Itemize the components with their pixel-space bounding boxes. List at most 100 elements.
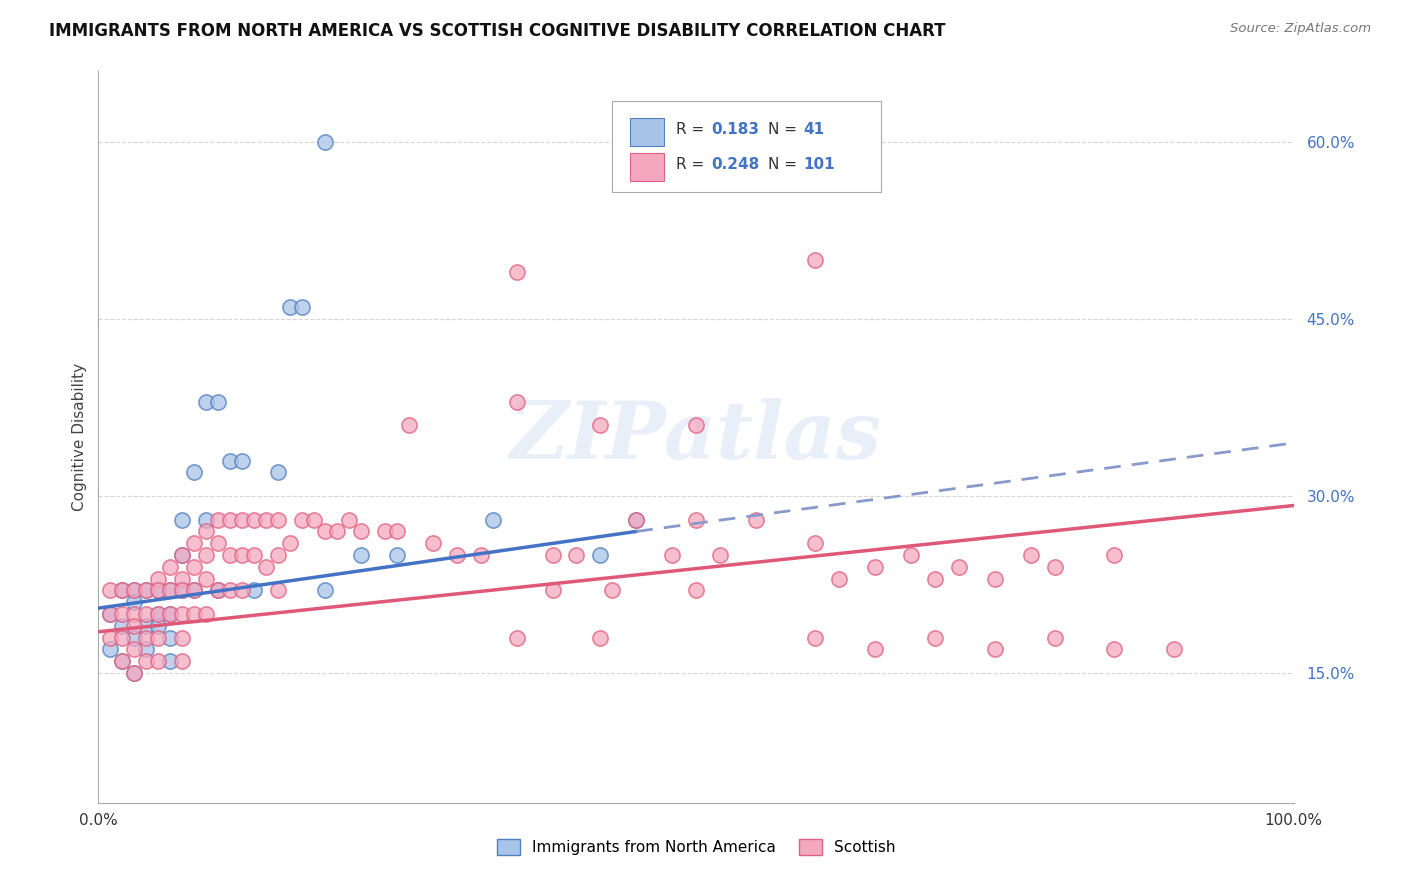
Point <box>374 524 396 539</box>
Point <box>124 619 146 633</box>
Point <box>135 631 157 645</box>
Point <box>172 572 194 586</box>
Point <box>111 631 134 645</box>
Point <box>111 583 134 598</box>
Point <box>183 466 205 480</box>
Text: 0.183: 0.183 <box>711 122 759 137</box>
Point <box>172 513 194 527</box>
Point <box>315 583 337 598</box>
Point <box>219 513 242 527</box>
Point <box>148 631 170 645</box>
Point <box>124 595 146 609</box>
Point <box>124 642 146 657</box>
Point <box>111 583 134 598</box>
Text: 101: 101 <box>804 157 835 172</box>
Point <box>172 548 194 562</box>
Point <box>685 418 707 433</box>
Point <box>124 583 146 598</box>
Point <box>589 548 612 562</box>
Point <box>159 607 181 621</box>
Point <box>111 607 134 621</box>
Point <box>148 583 170 598</box>
Point <box>135 654 157 668</box>
Point <box>1019 548 1042 562</box>
Point <box>231 453 253 467</box>
Point <box>219 548 242 562</box>
Point <box>135 642 157 657</box>
FancyBboxPatch shape <box>630 118 664 145</box>
Point <box>506 394 529 409</box>
Point <box>207 583 229 598</box>
Legend: Immigrants from North America, Scottish: Immigrants from North America, Scottish <box>491 833 901 861</box>
Point <box>159 583 181 598</box>
Point <box>172 631 194 645</box>
Point <box>1104 642 1126 657</box>
Point <box>231 583 253 598</box>
Point <box>589 418 612 433</box>
Point <box>183 583 205 598</box>
Point <box>924 631 946 645</box>
Point <box>267 548 290 562</box>
Point <box>172 583 194 598</box>
Point <box>135 583 157 598</box>
Text: ZIPatlas: ZIPatlas <box>510 399 882 475</box>
Point <box>195 513 218 527</box>
Point <box>506 265 529 279</box>
Point <box>124 631 146 645</box>
Point <box>195 548 218 562</box>
Point <box>159 654 181 668</box>
FancyBboxPatch shape <box>630 153 664 181</box>
Point <box>195 394 218 409</box>
Point <box>124 666 146 681</box>
Point <box>207 394 229 409</box>
Point <box>124 607 146 621</box>
Point <box>148 607 170 621</box>
Point <box>124 583 146 598</box>
Point <box>541 583 564 598</box>
Point <box>172 548 194 562</box>
Point <box>135 619 157 633</box>
Point <box>98 631 122 645</box>
Point <box>159 631 181 645</box>
Point <box>243 583 266 598</box>
Point <box>183 607 205 621</box>
Point <box>267 466 290 480</box>
Point <box>481 513 505 527</box>
Point <box>98 583 122 598</box>
FancyBboxPatch shape <box>613 101 882 192</box>
Text: 0.248: 0.248 <box>711 157 759 172</box>
Point <box>470 548 492 562</box>
Point <box>350 524 373 539</box>
Point <box>924 572 946 586</box>
Point <box>172 583 194 598</box>
Point <box>135 583 157 598</box>
Point <box>243 513 266 527</box>
Text: N =: N = <box>768 122 797 137</box>
Point <box>302 513 325 527</box>
Point <box>148 654 170 668</box>
Point <box>172 654 194 668</box>
Point <box>98 607 122 621</box>
Point <box>984 572 1007 586</box>
Point <box>804 536 827 550</box>
Point <box>385 524 409 539</box>
Point <box>159 607 181 621</box>
Text: R =: R = <box>676 122 704 137</box>
Point <box>172 607 194 621</box>
Point <box>602 583 624 598</box>
Point <box>385 548 409 562</box>
Point <box>984 642 1007 657</box>
Point <box>804 253 827 268</box>
Point <box>231 513 253 527</box>
Point <box>148 583 170 598</box>
Point <box>1163 642 1185 657</box>
Point <box>98 642 122 657</box>
Point <box>243 548 266 562</box>
Point <box>709 548 731 562</box>
Point <box>207 536 229 550</box>
Point <box>195 607 218 621</box>
Point <box>326 524 349 539</box>
Point <box>135 607 157 621</box>
Point <box>231 548 253 562</box>
Point <box>1104 548 1126 562</box>
